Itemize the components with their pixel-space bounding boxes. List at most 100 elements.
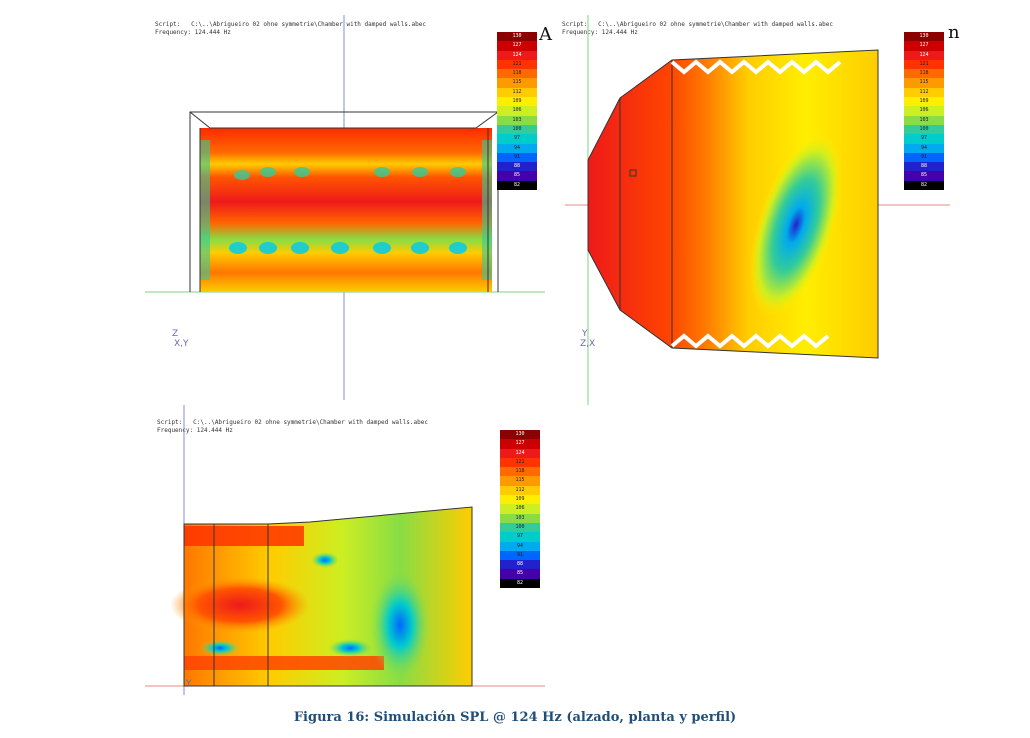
color-scale: 130 127 124 121 118 115 112 109 106 103 100 97 94 91 8… <box>904 32 944 191</box>
right-edge-band <box>482 140 492 280</box>
color-scale: 130 127 124 121 118 115 112 109 106 103 100 97 94 91 8… <box>500 430 540 589</box>
pressure-minimum <box>749 133 843 317</box>
hotspots-row-2 <box>229 242 467 254</box>
source-marker <box>629 169 637 177</box>
color-scale-tick: 88 <box>497 162 537 172</box>
color-scale-tick: 85 <box>497 171 537 181</box>
edge-glyph: A <box>539 24 552 45</box>
axis-label-xy: X,Y <box>174 339 189 349</box>
color-scale-tick: 82 <box>904 180 944 191</box>
script-path: C:\..\Abrigueiro 02 ohne symmetrie\Chamb… <box>598 21 833 28</box>
color-scale-tick: 118 <box>500 467 540 477</box>
bottom-red-band <box>184 656 384 670</box>
color-scale-tick: 94 <box>904 143 944 153</box>
top-wall-sawtooth <box>670 59 842 75</box>
script-path: C:\..\Abrigueiro 02 ohne symmetrie\Chamb… <box>193 419 428 426</box>
red-hotspot-left <box>170 577 310 633</box>
minimum-top <box>311 552 339 568</box>
color-scale-tick: 88 <box>904 162 944 172</box>
edge-glyph: n <box>948 22 960 43</box>
chamber-corner-tl <box>189 111 211 129</box>
color-scale-tick: 127 <box>904 41 944 51</box>
chamber-outline <box>587 49 879 359</box>
color-scale-tick: 115 <box>497 78 537 88</box>
script-header: Script: C:\..\Abrigueiro 02 ohne symmetr… <box>562 21 833 37</box>
color-scale-tick: 118 <box>904 69 944 79</box>
color-scale-tick: 94 <box>500 541 540 551</box>
bottom-wall-sawtooth <box>670 333 830 349</box>
color-scale-tick: 100 <box>497 124 537 135</box>
color-scale-tick: 103 <box>904 115 944 125</box>
color-scale-tick: 91 <box>904 152 944 163</box>
frequency-label: Frequency: 124.444 Hz <box>562 29 638 36</box>
axis-label-z: Z <box>172 329 179 339</box>
hotspots-row-1 <box>234 167 466 180</box>
color-scale-tick: 130 <box>497 32 537 42</box>
axis-label-y: Y <box>582 329 588 339</box>
color-scale-tick: 109 <box>904 97 944 107</box>
color-scale-tick: 130 <box>904 32 944 42</box>
color-scale-tick: 112 <box>500 485 540 496</box>
color-scale-tick: 91 <box>500 550 540 561</box>
color-scale-tick: 121 <box>904 59 944 70</box>
color-scale-tick: 82 <box>497 180 537 191</box>
color-scale-tick: 121 <box>500 457 540 468</box>
color-scale-tick: 109 <box>500 495 540 505</box>
frequency-label: Frequency: 124.444 Hz <box>155 29 231 36</box>
color-scale-tick: 103 <box>497 115 537 125</box>
script-label: Script: <box>157 419 183 426</box>
axis-label-y: Y <box>186 679 192 689</box>
color-scale-tick: 127 <box>497 41 537 51</box>
color-scale-tick: 121 <box>497 59 537 70</box>
color-scale-tick: 115 <box>904 78 944 88</box>
color-scale-tick: 100 <box>500 522 540 533</box>
minimum-right <box>328 639 372 657</box>
field-area <box>200 128 492 292</box>
script-header: Script: C:\..\Abrigueiro 02 ohne symmetr… <box>157 419 428 435</box>
color-scale-tick: 103 <box>500 513 540 523</box>
chamber-outline <box>189 111 499 292</box>
figure-caption: Figura 16: Simulación SPL @ 124 Hz (alza… <box>293 710 737 725</box>
color-scale-tick: 106 <box>904 106 944 116</box>
chamber-corner-tr <box>475 111 499 129</box>
color-scale-tick: 112 <box>497 87 537 98</box>
spl-map-planta <box>565 15 950 405</box>
left-edge-band <box>200 140 210 280</box>
script-label: Script: <box>155 21 181 28</box>
panel-perfil: Script: C:\..\Abrigueiro 02 ohne symmetr… <box>0 400 560 700</box>
script-path: C:\..\Abrigueiro 02 ohne symmetrie\Chamb… <box>191 21 426 28</box>
color-scale-tick: 97 <box>904 134 944 144</box>
color-scale-tick: 124 <box>500 448 540 458</box>
color-scale-tick: 85 <box>904 171 944 181</box>
color-scale: 130 127 124 121 118 115 112 109 106 103 100 97 94 91 8… <box>497 32 537 191</box>
minimum-center <box>370 570 430 680</box>
color-scale-tick: 97 <box>500 532 540 542</box>
script-label: Script: <box>562 21 588 28</box>
axis-label-zx: Z,X <box>580 339 596 349</box>
color-scale-tick: 100 <box>904 124 944 135</box>
color-scale-tick: 127 <box>500 439 540 449</box>
color-scale-tick: 91 <box>497 152 537 163</box>
script-header: Script: C:\..\Abrigueiro 02 ohne symmetr… <box>155 21 426 37</box>
color-scale-tick: 109 <box>497 97 537 107</box>
top-red-band <box>184 526 304 546</box>
color-scale-tick: 124 <box>497 50 537 60</box>
minimum-left <box>200 640 240 656</box>
color-scale-tick: 97 <box>497 134 537 144</box>
color-scale-tick: 82 <box>500 578 540 589</box>
spl-map-alzado <box>145 15 545 400</box>
color-scale-tick: 118 <box>497 69 537 79</box>
color-scale-tick: 130 <box>500 430 540 440</box>
color-scale-tick: 106 <box>497 106 537 116</box>
panel-planta: Script: C:\..\Abrigueiro 02 ohne symmetr… <box>560 0 1030 410</box>
color-scale-tick: 106 <box>500 504 540 514</box>
color-scale-tick: 88 <box>500 560 540 570</box>
frequency-label: Frequency: 124.444 Hz <box>157 427 233 434</box>
color-scale-tick: 94 <box>497 143 537 153</box>
color-scale-tick: 124 <box>904 50 944 60</box>
color-scale-tick: 112 <box>904 87 944 98</box>
spl-map-perfil <box>145 405 545 695</box>
color-scale-tick: 115 <box>500 476 540 486</box>
panel-alzado: Script: C:\..\Abrigueiro 02 ohne symmetr… <box>0 0 560 400</box>
color-scale-tick: 85 <box>500 569 540 579</box>
